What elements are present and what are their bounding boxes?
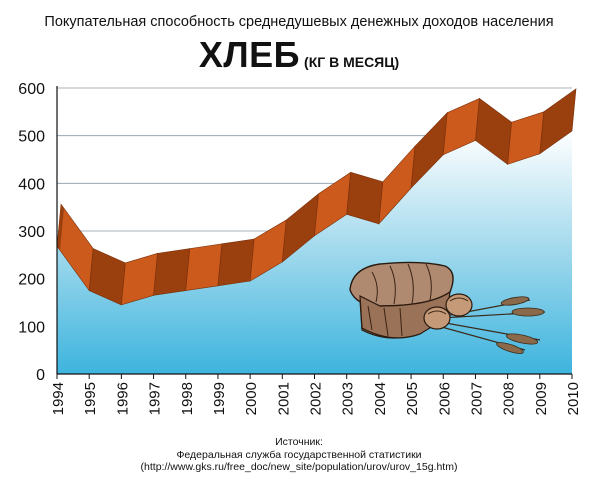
chart-title: ХЛЕБ (КГ В МЕСЯЦ) <box>0 34 598 76</box>
ribbon-segment <box>153 248 191 296</box>
area-layer <box>57 130 572 374</box>
x-tick-label: 2000 <box>243 382 260 415</box>
x-tick-label: 2010 <box>565 382 582 415</box>
x-tick-label: 1995 <box>82 382 99 415</box>
source-url: (http://www.gks.ru/free_doc/new_site/pop… <box>140 461 458 473</box>
ribbon-segment <box>539 88 577 155</box>
source-label: Источник: <box>275 436 323 448</box>
x-tick-label: 2007 <box>468 382 485 415</box>
axes <box>56 86 573 379</box>
y-tick-label: 500 <box>18 129 45 146</box>
ribbon-segment <box>185 243 223 291</box>
y-tick-labels: 0 100 200 300 400 500 600 <box>18 81 45 384</box>
x-tick-label: 1999 <box>211 382 228 415</box>
x-tick-label: 2008 <box>501 382 518 415</box>
x-tick-label: 1998 <box>179 382 196 415</box>
ribbon-layer <box>56 88 577 306</box>
y-tick-label: 600 <box>18 81 45 98</box>
x-tick-label: 2005 <box>404 382 421 415</box>
y-tick-label: 200 <box>18 272 45 289</box>
chart-title-main: ХЛЕБ <box>198 34 301 75</box>
ribbon-segment <box>346 171 384 225</box>
x-tick-label: 2006 <box>436 382 453 415</box>
source-note: Источник: Федеральная служба государстве… <box>0 436 598 474</box>
x-tick-label: 2009 <box>533 382 550 415</box>
x-tick-label: 1997 <box>147 382 164 415</box>
y-tick-label: 0 <box>36 367 45 384</box>
x-tick-label: 1996 <box>114 382 131 415</box>
y-tick-label: 400 <box>18 176 45 193</box>
y-tick-label: 100 <box>18 319 45 336</box>
y-tick-label: 300 <box>18 224 45 241</box>
x-tick-label: 2002 <box>308 382 325 415</box>
x-tick-label: 2004 <box>372 382 389 415</box>
chart-title-unit: (КГ В МЕСЯЦ) <box>304 54 400 70</box>
bread-loaf-and-wheat-icon <box>349 261 546 354</box>
x-tick-label: 1994 <box>50 382 67 415</box>
x-tick-label: 2003 <box>340 382 357 415</box>
x-tick-label: 2001 <box>275 382 292 415</box>
area-fill <box>57 130 572 374</box>
ribbon-segment <box>217 238 255 287</box>
ribbon-cap-start <box>57 204 64 251</box>
source-org: Федеральная служба государственной стати… <box>176 448 422 461</box>
x-tick-labels: 1994 1995 1996 1997 1998 1999 2000 2001 2002 2003… <box>50 382 582 415</box>
chart-subtitle: Покупательная способность среднедушевых … <box>44 14 554 30</box>
